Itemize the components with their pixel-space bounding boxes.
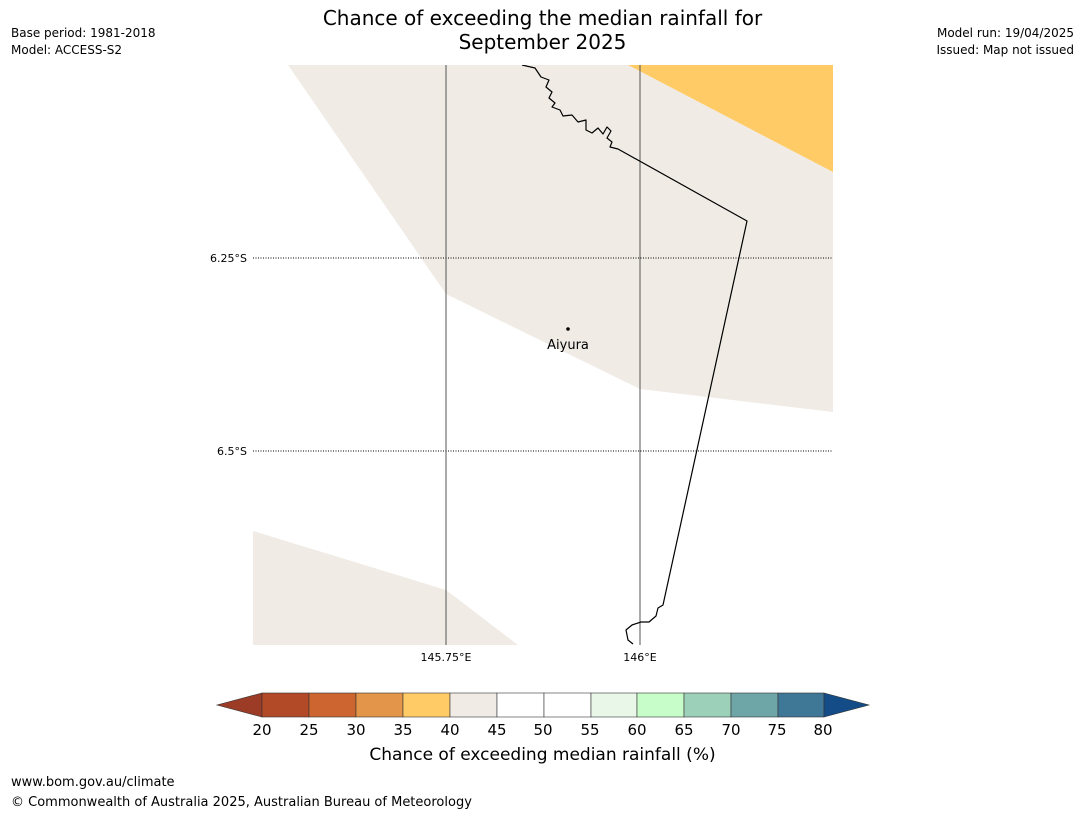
colorbar-tick-label: 25 — [299, 721, 318, 739]
title-line-1: Chance of exceeding the median rainfall … — [322, 6, 763, 30]
colorbar-tick-label: 75 — [767, 721, 786, 739]
colorbar-tick-label: 80 — [813, 721, 832, 739]
colorbar-tick-label: 55 — [580, 721, 599, 739]
title-line-2: September 2025 — [458, 30, 627, 54]
colorbar-under-arrow — [215, 692, 263, 718]
below-median-region-ne — [628, 65, 833, 172]
lat-label-6-25: 6.25°S — [210, 252, 247, 265]
colorbar-tick-label: 65 — [674, 721, 693, 739]
base-period-text: Base period: 1981-2018 — [11, 26, 156, 40]
near-median-region-sw — [253, 531, 518, 645]
near-median-region-upper — [288, 65, 833, 412]
colorbar-bin — [730, 692, 779, 718]
colorbar-tick-label: 70 — [721, 721, 740, 739]
colorbar-bin — [449, 692, 498, 718]
colorbar-tick-label: 45 — [487, 721, 506, 739]
province-boundary-line — [521, 65, 748, 645]
aiyura-label: Aiyura — [547, 338, 589, 353]
colorbar-tick-label: 40 — [440, 721, 459, 739]
metadata-right: Model run: 19/04/2025 Issued: Map not is… — [936, 25, 1074, 59]
lon-label-146: 146°E — [623, 651, 656, 664]
colorbar-bin — [543, 692, 592, 718]
lat-label-6-5: 6.5°S — [217, 445, 247, 458]
colorbar: 20 25 30 35 40 45 50 55 60 65 70 75 80 — [215, 692, 871, 739]
colorbar-bin — [402, 692, 451, 718]
colorbar-title: Chance of exceeding median rainfall (%) — [369, 745, 716, 765]
footer-url: www.bom.gov.au/climate — [11, 775, 175, 790]
colorbar-bin — [355, 692, 404, 718]
metadata-left: Base period: 1981-2018 Model: ACCESS-S2 — [11, 25, 156, 59]
colorbar-tick-label: 35 — [393, 721, 412, 739]
colorbar-bin — [777, 692, 825, 718]
colorbar-bin — [636, 692, 685, 718]
colorbar-over-arrow — [823, 692, 871, 718]
colorbar-tick-label: 20 — [252, 721, 271, 739]
model-text: Model: ACCESS-S2 — [11, 43, 123, 57]
lon-label-145-75: 145.75°E — [421, 651, 472, 664]
colorbar-bin — [590, 692, 638, 718]
issued-text: Issued: Map not issued — [936, 43, 1074, 57]
footer-copyright: © Commonwealth of Australia 2025, Austra… — [11, 795, 472, 810]
model-run-text: Model run: 19/04/2025 — [936, 26, 1074, 40]
aiyura-marker — [566, 327, 570, 331]
map-area — [253, 65, 833, 645]
colorbar-bin — [683, 692, 732, 718]
map-title: Chance of exceeding the median rainfall … — [0, 6, 1085, 54]
colorbar-tick-label: 30 — [346, 721, 365, 739]
colorbar-bin — [261, 692, 310, 718]
colorbar-tick-label: 50 — [533, 721, 552, 739]
colorbar-bin — [496, 692, 545, 718]
colorbar-bin — [308, 692, 357, 718]
colorbar-tick-label: 60 — [627, 721, 646, 739]
